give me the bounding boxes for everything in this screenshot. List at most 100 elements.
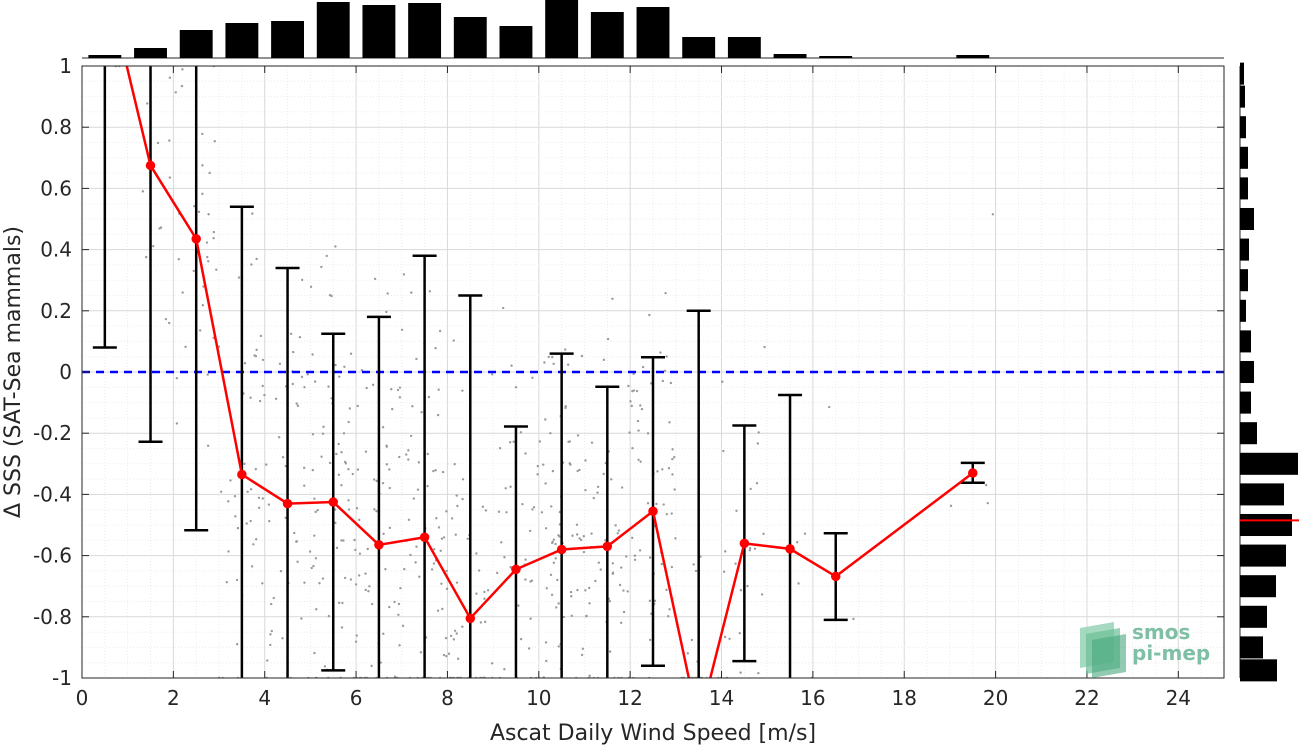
scatter-point (659, 351, 662, 354)
scatter-point (542, 463, 545, 466)
y-tick-label: -0.8 (33, 605, 72, 629)
scatter-point (409, 434, 413, 438)
x-tick-label: 24 (1166, 686, 1191, 710)
scatter-point (668, 421, 671, 424)
scatter-point (557, 645, 560, 648)
scatter-point (357, 574, 361, 577)
scatter-point (665, 512, 669, 516)
scatter-point (337, 442, 340, 446)
scatter-point (152, 244, 155, 248)
y-tick-label: 0 (59, 360, 72, 384)
scatter-point (445, 510, 448, 513)
scatter-point (436, 413, 440, 417)
scatter-point (321, 432, 325, 435)
top-histogram-bar (819, 56, 853, 58)
scatter-point (453, 629, 457, 633)
scatter-point (590, 532, 593, 535)
scatter-point (486, 589, 490, 592)
scatter-point (557, 602, 560, 605)
right-histogram-bar (1240, 238, 1249, 261)
scatter-point (614, 524, 617, 527)
scatter-point (641, 365, 645, 369)
scatter-point (538, 440, 542, 443)
data-point (145, 160, 156, 171)
scatter-point (356, 468, 360, 471)
scatter-point (466, 537, 469, 540)
scatter-point (235, 578, 239, 582)
scatter-point (268, 519, 271, 523)
scatter-point (552, 561, 556, 564)
scatter-point (291, 382, 294, 386)
scatter-point (261, 582, 264, 585)
scatter-point (261, 358, 265, 362)
scatter-point (354, 640, 358, 643)
scatter-point (510, 364, 513, 367)
scatter-point (442, 536, 446, 539)
scatter-point (419, 651, 423, 654)
scatter-point (303, 484, 306, 487)
scatter-point (549, 573, 553, 577)
right-histogram-bar (1240, 177, 1248, 200)
scatter-point (403, 567, 406, 571)
scatter-point (334, 521, 337, 525)
scatter-point (388, 468, 391, 471)
scatter-point (415, 357, 418, 361)
scatter-point (368, 585, 371, 588)
scatter-point (673, 488, 676, 491)
scatter-point (215, 268, 218, 271)
scatter-point (475, 552, 478, 555)
scatter-point (234, 515, 237, 518)
scatter-point (556, 578, 559, 582)
scatter-point (207, 260, 210, 263)
scatter-point (604, 539, 607, 542)
top-histogram-bar (225, 23, 259, 58)
top-histogram-bar (362, 5, 396, 58)
scatter-point (594, 579, 597, 583)
scatter-point (175, 422, 179, 425)
scatter-point (141, 190, 145, 193)
scatter-point (590, 441, 594, 444)
scatter-point (660, 562, 663, 566)
scatter-point (648, 599, 652, 603)
scatter-point (576, 588, 579, 592)
scatter-point (206, 373, 209, 376)
scatter-point (365, 386, 368, 390)
scatter-point (236, 526, 240, 530)
scatter-point (295, 402, 298, 405)
scatter-point (427, 395, 431, 399)
scatter-point (430, 568, 434, 571)
scatter-point (564, 406, 567, 410)
top-histogram-bar (134, 48, 167, 58)
scatter-point (570, 595, 573, 598)
scatter-point (668, 608, 671, 611)
scatter-point (337, 473, 341, 476)
scatter-point (578, 468, 581, 472)
scatter-point (341, 601, 344, 605)
scatter-point (382, 632, 385, 636)
scatter-point (734, 562, 737, 565)
scatter-point (227, 550, 230, 553)
scatter-point (197, 210, 201, 214)
scatter-point (584, 488, 587, 492)
scatter-point (416, 488, 420, 491)
scatter-point (514, 386, 518, 389)
scatter-point (388, 526, 392, 530)
scatter-point (508, 441, 512, 444)
scatter-point (407, 518, 411, 521)
scatter-point (631, 536, 634, 540)
scatter-point (318, 582, 321, 585)
scatter-point (461, 389, 464, 392)
scatter-point (483, 620, 487, 624)
scatter-point (739, 671, 742, 674)
scatter-point (674, 537, 677, 540)
scatter-point (272, 596, 275, 600)
scatter-point (311, 353, 314, 356)
right-histogram-bar (1240, 422, 1257, 445)
right-histogram-bar (1240, 452, 1298, 475)
scatter-point (245, 522, 248, 525)
scatter-point (570, 614, 573, 618)
scatter-point (544, 641, 548, 644)
scatter-point (568, 440, 572, 443)
scatter-point (760, 593, 764, 596)
scatter-point (433, 548, 436, 551)
